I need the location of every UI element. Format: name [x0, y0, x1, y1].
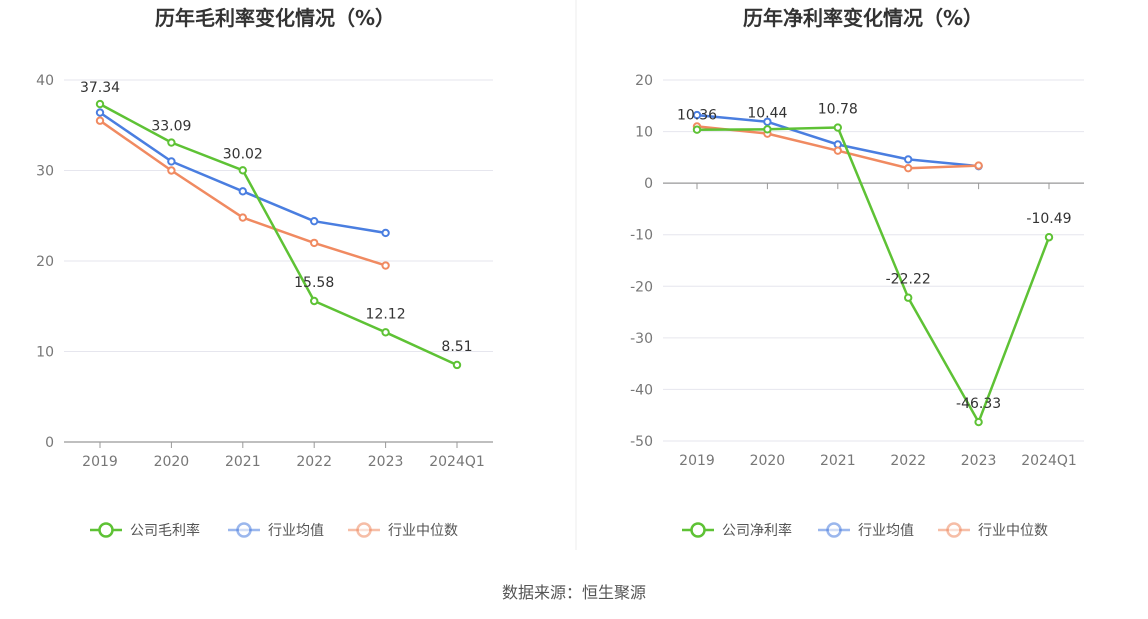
industry-avg-data-point[interactable] [692, 110, 702, 120]
industry-median-data-point[interactable] [381, 261, 390, 270]
x-tick-label: 2024Q1 [429, 454, 485, 470]
x-tick-label: 2019 [679, 453, 715, 469]
x-tick-label: 2023 [961, 453, 997, 469]
x-tick-label: 2020 [750, 453, 786, 469]
y-tick-label: 30 [36, 164, 54, 180]
chart-title: 历年净利率变化情况（%） [743, 6, 983, 30]
industry-median-data-point[interactable] [833, 146, 842, 155]
company-data-point[interactable] [974, 417, 983, 427]
industry-avg-data-point[interactable] [238, 187, 248, 196]
company-data-point[interactable] [310, 296, 319, 306]
x-tick-label: 2024Q1 [1021, 453, 1077, 469]
industry-avg-data-point[interactable] [310, 216, 319, 226]
legend-label: 行业中位数 [388, 523, 458, 539]
legend-label: 行业均值 [268, 523, 324, 539]
legend-item-company[interactable]: 公司净利率 [682, 522, 792, 539]
company-data-point[interactable] [167, 138, 176, 147]
legend-swatch-marker [946, 522, 962, 538]
legend-label: 行业均值 [858, 523, 914, 539]
company-data-point[interactable] [381, 328, 390, 337]
legend-label: 公司毛利率 [130, 522, 200, 539]
data-label: 10.44 [747, 105, 787, 121]
industry-median-data-point[interactable] [238, 213, 248, 222]
legend-swatch-marker [98, 522, 114, 538]
legend-swatch-marker [826, 522, 842, 538]
x-tick-label: 2021 [225, 454, 261, 470]
industry-avg-data-point[interactable] [95, 108, 105, 117]
data-label: 37.34 [80, 80, 120, 96]
industry-median-data-point[interactable] [95, 116, 105, 125]
y-tick-label: 20 [635, 73, 653, 89]
company-data-point[interactable] [692, 125, 702, 134]
industry-avg-data-point[interactable] [381, 228, 390, 238]
legend-item-industry-median[interactable]: 行业中位数 [348, 522, 458, 539]
gross-margin-chart: 历年毛利率变化情况（%） 0 10 20 30 40 2019 2020 2021 2022 202… [36, 6, 493, 539]
y-tick-label: 20 [36, 254, 54, 270]
company-series-line [696, 126, 1051, 424]
industry-avg-data-point[interactable] [763, 117, 772, 126]
company-series-line [99, 102, 458, 367]
y-tick-label: 0 [644, 176, 653, 192]
x-tick-label: 2021 [820, 453, 856, 469]
industry-median-data-point[interactable] [904, 163, 913, 173]
legend-label: 行业中位数 [978, 523, 1048, 539]
data-label: 10.78 [818, 102, 858, 118]
legend-item-industry-avg[interactable]: 行业均值 [228, 522, 324, 539]
y-tick-label: 10 [36, 345, 54, 361]
data-label: -46.33 [956, 396, 1001, 412]
x-tick-label: 2022 [890, 453, 926, 469]
y-tick-label: -30 [630, 331, 653, 347]
x-tick-label: 2022 [296, 454, 332, 470]
x-tick-label: 2023 [368, 454, 404, 470]
company-data-point[interactable] [452, 360, 462, 370]
data-label: -10.49 [1026, 211, 1071, 227]
industry-avg-data-point[interactable] [904, 155, 913, 164]
y-tick-label: 40 [36, 73, 54, 89]
y-tick-label: -40 [630, 382, 653, 398]
legend-swatch-marker [690, 522, 706, 538]
y-tick-label: 0 [45, 435, 54, 451]
industry-avg-data-point[interactable] [167, 157, 176, 166]
company-data-point[interactable] [95, 99, 105, 109]
legend-item-company[interactable]: 公司毛利率 [90, 522, 200, 539]
data-source: 数据来源：恒生聚源 [502, 583, 646, 602]
y-tick-label: -50 [630, 434, 653, 450]
legend-label: 公司净利率 [722, 522, 792, 539]
company-data-point[interactable] [904, 293, 913, 302]
y-tick-label: -10 [630, 228, 653, 244]
company-data-point[interactable] [763, 125, 772, 134]
industry-median-data-point[interactable] [310, 238, 319, 248]
industry-median-data-point[interactable] [974, 161, 983, 170]
y-tick-label: 10 [635, 125, 653, 141]
data-label: -22.22 [886, 272, 931, 288]
y-tick-label: -20 [630, 279, 653, 295]
industry-median-data-point[interactable] [167, 166, 176, 175]
company-data-point[interactable] [1044, 233, 1054, 242]
chart-title: 历年毛利率变化情况（%） [155, 6, 395, 30]
legend-item-industry-avg[interactable]: 行业均值 [818, 522, 914, 539]
data-label: 30.02 [223, 146, 263, 162]
legend-item-industry-median[interactable]: 行业中位数 [938, 522, 1048, 539]
company-data-point[interactable] [238, 166, 248, 175]
data-label: 33.09 [151, 119, 191, 135]
company-data-point[interactable] [833, 123, 842, 132]
x-tick-label: 2019 [82, 454, 118, 470]
data-label: 12.12 [366, 306, 406, 322]
legend-swatch-marker [236, 522, 252, 538]
legend-swatch-marker [356, 522, 372, 538]
x-tick-label: 2020 [154, 454, 190, 470]
data-label: 8.51 [441, 339, 472, 355]
data-label: 15.58 [294, 275, 334, 291]
data-label: 10.36 [677, 108, 717, 124]
net-margin-chart: 历年净利率变化情况（%） -50 -40 -30 -20 -10 0 10 20 2019 2020… [630, 6, 1084, 539]
